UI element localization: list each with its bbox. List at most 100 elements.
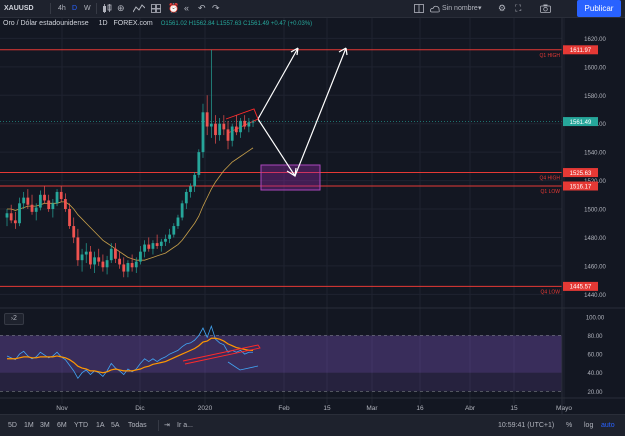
price-tick-label: 1540.00 — [584, 151, 606, 157]
indicators-icon[interactable] — [133, 4, 145, 13]
candles-style-icon[interactable] — [102, 4, 112, 13]
interval-d-button[interactable]: D — [72, 5, 78, 12]
candle-body — [209, 123, 213, 127]
templates-icon[interactable] — [151, 4, 161, 13]
candle-body — [222, 123, 226, 130]
bottom-toolbar: 5D 1M 3M 6M YTD 1A 5A Todas ⇥ Ir a... 10… — [0, 414, 625, 436]
rsi-tick-label: 20.00 — [587, 390, 603, 396]
legend-exchange: FOREX.com — [113, 20, 153, 27]
range-calendar-icon[interactable]: ⇥ — [164, 422, 170, 429]
top-toolbar: XAUUSD 4h D W ⊕ ⏰ « ↶ ↷ Sin nombre ▾ ⚙ ⛶… — [0, 0, 625, 18]
candle-body — [63, 199, 67, 209]
pane-toggle[interactable]: ›2 — [4, 313, 24, 325]
candle-body — [234, 126, 238, 133]
candle-body — [22, 197, 26, 204]
log-toggle[interactable]: log — [584, 422, 594, 429]
level-label: Q4 HIGH — [539, 176, 560, 182]
candle-body — [197, 152, 201, 175]
layout-icon[interactable] — [414, 4, 424, 13]
layout-name[interactable]: Sin nombre — [442, 5, 478, 12]
range-all-button[interactable]: Todas — [128, 422, 147, 429]
price-badge-label: 1611.97 — [570, 48, 592, 54]
chart-area[interactable]: Q1 HIGH Q4 HIGH Q1 LOW Q4 LOW 100.00 80.00 60… — [0, 18, 625, 414]
candle-body — [218, 123, 222, 136]
redo-icon[interactable]: ↷ — [212, 3, 220, 13]
time-tick-label: Mayo — [556, 405, 572, 412]
candle-body — [105, 260, 109, 268]
replay-icon[interactable]: « — [184, 3, 190, 13]
time-tick-label: 15 — [323, 405, 331, 412]
price-tick-label: 1620.00 — [584, 37, 606, 43]
interval-w-button[interactable]: W — [84, 5, 91, 12]
candle-body — [239, 120, 242, 133]
price-badge — [563, 168, 598, 178]
range-3m-button[interactable]: 3M — [40, 422, 50, 429]
pane-number: 2 — [13, 315, 17, 322]
price-tick-label: 1580.00 — [584, 94, 606, 100]
price-tick-label: 1500.00 — [584, 208, 606, 214]
candle-body — [93, 257, 96, 265]
auto-scale-toggle[interactable]: auto — [601, 422, 615, 429]
legend-ohlc: O1561.02 H1562.84 L1557.63 C1561.49 +0.4… — [160, 21, 313, 27]
candle-body — [155, 243, 159, 246]
price-tick-label: 1440.00 — [584, 293, 606, 299]
range-1m-button[interactable]: 1M — [24, 422, 34, 429]
time-tick-label: 15 — [510, 405, 518, 412]
axes: 1620.00 1600.00 1580.00 15 60.00 1540.00 15 20.… — [0, 18, 625, 414]
candle-body — [118, 258, 121, 265]
alert-icon[interactable]: ⏰ — [168, 3, 180, 13]
candle-body — [126, 263, 130, 272]
publish-button[interactable]: Publicar — [577, 0, 621, 17]
moving-average — [7, 147, 254, 261]
rsi-tail — [227, 361, 259, 371]
time-tick-label: Dic — [135, 405, 145, 412]
undo-icon[interactable]: ↶ — [198, 3, 206, 13]
range-6m-button[interactable]: 6M — [57, 422, 67, 429]
price-badge — [563, 181, 598, 191]
candle-body — [168, 234, 172, 239]
time-tick-label: Feb — [278, 405, 290, 412]
range-1a-button[interactable]: 1A — [96, 422, 105, 429]
price-badge — [563, 45, 598, 55]
snapshot-camera-icon[interactable] — [540, 4, 551, 13]
range-ytd-button[interactable]: YTD — [74, 422, 88, 429]
time-tick-label: Nov — [56, 405, 68, 412]
price-tick-label: 1600.00 — [584, 65, 606, 71]
settings-gear-icon[interactable]: ⚙ — [498, 3, 507, 13]
fullscreen-icon[interactable]: ⛶ — [515, 3, 522, 13]
range-5d-button[interactable]: 5D — [8, 422, 17, 429]
candle-body — [164, 238, 167, 242]
chevron-down-icon[interactable]: ▾ — [478, 5, 482, 12]
rsi-tick-label: 60.00 — [587, 353, 603, 359]
drawing-tools — [225, 47, 348, 191]
price-badge-label: 1516.17 — [570, 184, 592, 190]
candle-body — [143, 244, 147, 252]
time-tick-label: 16 — [416, 405, 424, 412]
rsi-line-orange — [7, 337, 254, 374]
time-tick-label: 2020 — [198, 405, 213, 412]
candle-body — [114, 248, 117, 259]
percent-toggle[interactable]: % — [566, 422, 573, 429]
candle-body — [184, 191, 188, 204]
candle-body — [139, 251, 142, 262]
arrow-head — [290, 47, 299, 56]
candle-body — [130, 263, 134, 268]
candle-body — [97, 257, 101, 262]
arrow-head — [338, 47, 348, 56]
candle-body — [72, 226, 76, 238]
candle-body — [13, 220, 17, 224]
price-badge-label: 1525.63 — [570, 171, 592, 177]
chart-legend: Oro / Dólar estadounidense 1D FOREX.com … — [3, 20, 312, 27]
candle-body — [151, 243, 155, 249]
grid-lines — [0, 18, 565, 404]
clock-timezone[interactable]: 10:59:41 (UTC+1) — [498, 422, 555, 429]
candle-body — [9, 213, 13, 221]
goto-date-button[interactable]: Ir a... — [177, 422, 193, 429]
price-badge-label: 1561.49 — [570, 120, 592, 126]
rsi-band-inner — [0, 335, 562, 373]
range-5a-button[interactable]: 5A — [111, 422, 120, 429]
compare-icon[interactable]: ⊕ — [117, 3, 125, 13]
interval-4h-button[interactable]: 4h — [58, 5, 66, 12]
symbol-search[interactable]: XAUUSD — [4, 5, 34, 12]
price-tick-label: 1460.00 — [584, 264, 606, 270]
